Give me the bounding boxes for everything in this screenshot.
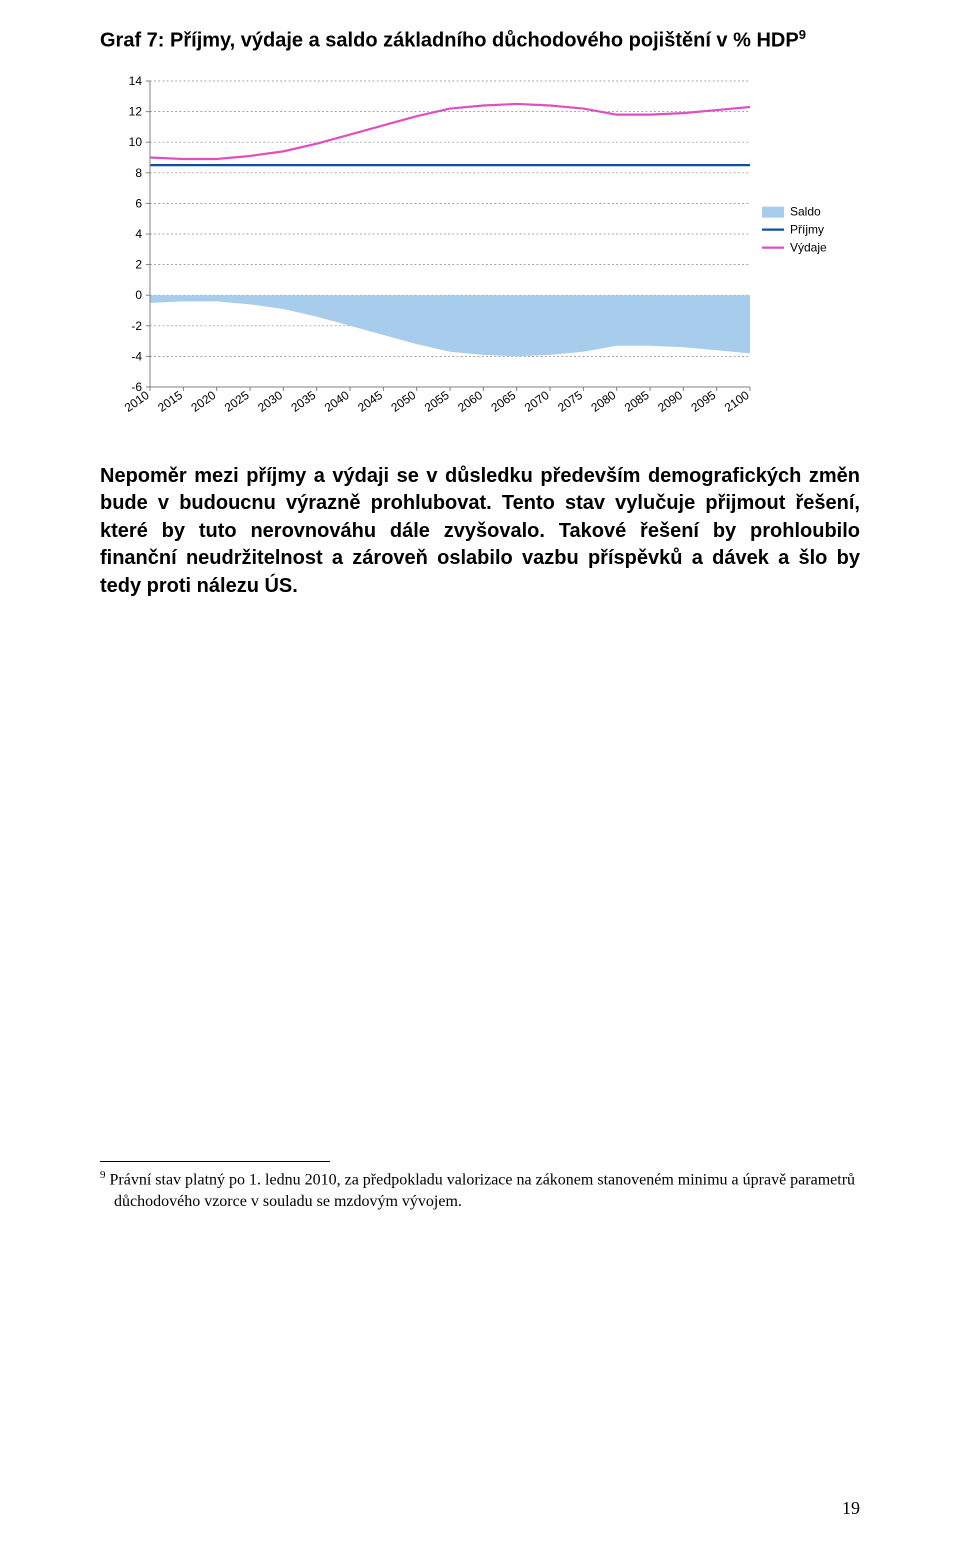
y-tick-label: 12 xyxy=(129,104,143,118)
body-paragraph: Nepoměr mezi příjmy a výdaji se v důsled… xyxy=(100,463,860,601)
x-tick-label: 2025 xyxy=(222,387,252,414)
y-tick-label: 10 xyxy=(129,135,143,149)
y-tick-label: -2 xyxy=(131,318,142,332)
footnote-text: Právní stav platný po 1. lednu 2010, za … xyxy=(106,1171,856,1210)
chart-title: Graf 7: Příjmy, výdaje a saldo základníh… xyxy=(100,26,860,55)
x-tick-label: 2015 xyxy=(155,387,185,414)
y-tick-label: 2 xyxy=(135,257,142,271)
x-tick-label: 2065 xyxy=(488,387,518,414)
x-tick-label: 2095 xyxy=(688,387,718,414)
legend-label-vydaje: Výdaje xyxy=(790,240,827,254)
chart-title-footnote-ref: 9 xyxy=(799,27,806,42)
x-tick-label: 2010 xyxy=(122,387,152,414)
y-tick-label: 4 xyxy=(135,227,142,241)
chart-svg: -6-4-20246810121420102015202020252030203… xyxy=(100,73,860,433)
y-tick-label: 14 xyxy=(129,74,143,88)
y-tick-label: 8 xyxy=(135,165,142,179)
x-tick-label: 2035 xyxy=(288,387,318,414)
x-tick-label: 2045 xyxy=(355,387,385,414)
legend-swatch-saldo xyxy=(762,206,784,217)
footnote: 9 Právní stav platný po 1. lednu 2010, z… xyxy=(100,1168,860,1213)
y-tick-label: -4 xyxy=(131,349,142,363)
page-number: 19 xyxy=(842,1498,860,1519)
chart-container: -6-4-20246810121420102015202020252030203… xyxy=(100,73,860,433)
x-tick-label: 2100 xyxy=(722,387,752,414)
x-tick-label: 2070 xyxy=(522,387,552,414)
x-tick-label: 2080 xyxy=(588,387,618,414)
legend-label-saldo: Saldo xyxy=(790,204,821,218)
x-tick-label: 2085 xyxy=(622,387,652,414)
footnote-separator xyxy=(100,1161,330,1162)
y-tick-label: 0 xyxy=(135,288,142,302)
y-tick-label: 6 xyxy=(135,196,142,210)
x-tick-label: 2040 xyxy=(322,387,352,414)
x-tick-label: 2050 xyxy=(388,387,418,414)
series-vydaje-line xyxy=(150,104,750,159)
x-tick-label: 2090 xyxy=(655,387,685,414)
legend-label-prijmy: Příjmy xyxy=(790,222,824,236)
x-tick-label: 2030 xyxy=(255,387,285,414)
chart-title-text: Graf 7: Příjmy, výdaje a saldo základníh… xyxy=(100,30,799,52)
page: Graf 7: Příjmy, výdaje a saldo základníh… xyxy=(0,0,960,1545)
x-tick-label: 2020 xyxy=(188,387,218,414)
x-tick-label: 2060 xyxy=(455,387,485,414)
x-tick-label: 2055 xyxy=(422,387,452,414)
x-tick-label: 2075 xyxy=(555,387,585,414)
